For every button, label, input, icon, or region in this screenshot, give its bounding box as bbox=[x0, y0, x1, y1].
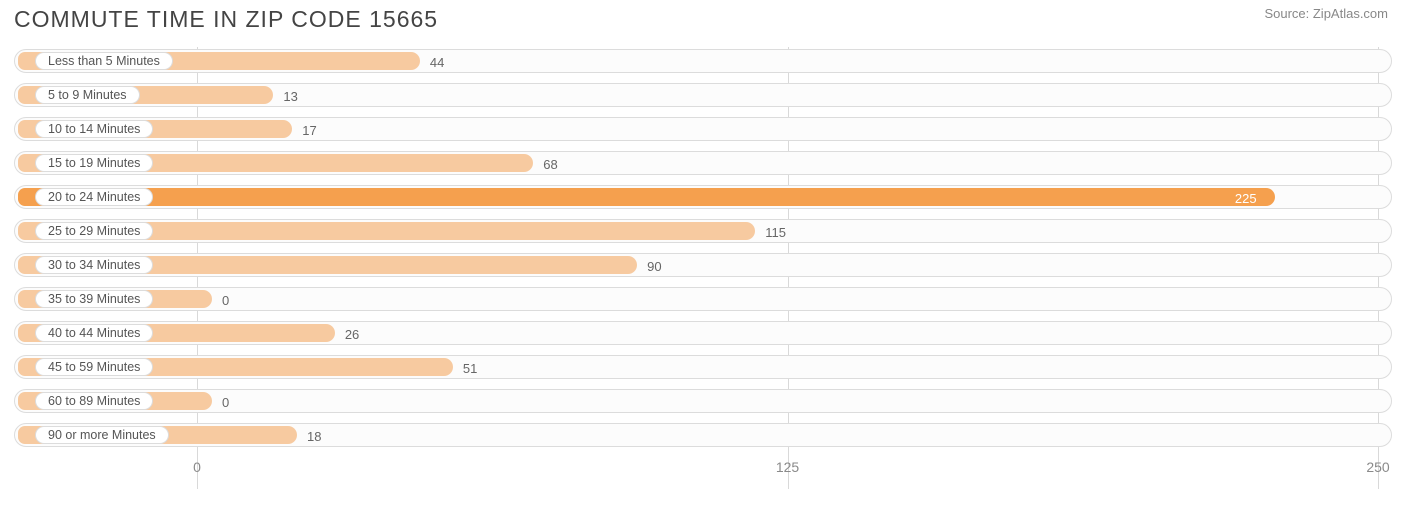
bar-value-label: 13 bbox=[283, 84, 297, 108]
bar-label-pill: 20 to 24 Minutes bbox=[35, 188, 153, 206]
bar-tab bbox=[18, 154, 32, 172]
bar-track: 20 to 24 Minutes 225 bbox=[14, 185, 1392, 209]
bar-tab bbox=[18, 358, 32, 376]
bar-label-pill: 30 to 34 Minutes bbox=[35, 256, 153, 274]
bar-tab bbox=[18, 324, 32, 342]
bar-row: 90 or more Minutes 18 bbox=[14, 421, 1392, 449]
bar-label-pill: 25 to 29 Minutes bbox=[35, 222, 153, 240]
bar-label-pill: 90 or more Minutes bbox=[35, 426, 169, 444]
bar-value-label: 0 bbox=[222, 288, 229, 312]
bar-label-pill: 45 to 59 Minutes bbox=[35, 358, 153, 376]
bar-tab bbox=[18, 392, 32, 410]
bar-track: 30 to 34 Minutes 90 bbox=[14, 253, 1392, 277]
axis-tick: 250 bbox=[1366, 459, 1389, 475]
commute-time-chart: COMMUTE TIME IN ZIP CODE 15665 Source: Z… bbox=[0, 0, 1406, 523]
bar-track: 40 to 44 Minutes 26 bbox=[14, 321, 1392, 345]
chart-title: COMMUTE TIME IN ZIP CODE 15665 bbox=[14, 6, 438, 33]
bar-track: 5 to 9 Minutes 13 bbox=[14, 83, 1392, 107]
bar-track: 10 to 14 Minutes 17 bbox=[14, 117, 1392, 141]
bar-value-label: 44 bbox=[430, 50, 444, 74]
bar-row: 20 to 24 Minutes 225 bbox=[14, 183, 1392, 211]
bar-value-label: 51 bbox=[463, 356, 477, 380]
bar-tab bbox=[18, 256, 32, 274]
bar-row: 40 to 44 Minutes 26 bbox=[14, 319, 1392, 347]
bar-label-pill: Less than 5 Minutes bbox=[35, 52, 173, 70]
bar-track: 25 to 29 Minutes 115 bbox=[14, 219, 1392, 243]
bar-value-label: 17 bbox=[302, 118, 316, 142]
bar-label-pill: 5 to 9 Minutes bbox=[35, 86, 140, 104]
bar-row: 45 to 59 Minutes 51 bbox=[14, 353, 1392, 381]
bar-track: 15 to 19 Minutes 68 bbox=[14, 151, 1392, 175]
bar-row: 30 to 34 Minutes 90 bbox=[14, 251, 1392, 279]
bar-track: 45 to 59 Minutes 51 bbox=[14, 355, 1392, 379]
bar-value-label: 0 bbox=[222, 390, 229, 414]
bar-fill bbox=[18, 188, 1275, 206]
bar-value-label: 115 bbox=[765, 220, 786, 244]
bar-tab bbox=[18, 188, 32, 206]
bar-label-pill: 60 to 89 Minutes bbox=[35, 392, 153, 410]
bar-value-label: 26 bbox=[345, 322, 359, 346]
axis-tick: 0 bbox=[193, 459, 201, 475]
bar-tab bbox=[18, 222, 32, 240]
bar-tab bbox=[18, 52, 32, 70]
bar-value-label: 90 bbox=[647, 254, 661, 278]
x-axis: 0 125 250 bbox=[0, 455, 1406, 477]
bar-row: Less than 5 Minutes 44 bbox=[14, 47, 1392, 75]
bar-label-pill: 10 to 14 Minutes bbox=[35, 120, 153, 138]
bar-row: 5 to 9 Minutes 13 bbox=[14, 81, 1392, 109]
bar-tab bbox=[18, 290, 32, 308]
chart-source: Source: ZipAtlas.com bbox=[1264, 6, 1388, 21]
bar-row: 60 to 89 Minutes 0 bbox=[14, 387, 1392, 415]
axis-tick: 125 bbox=[776, 459, 799, 475]
source-link[interactable]: ZipAtlas.com bbox=[1313, 6, 1388, 21]
bar-tab bbox=[18, 120, 32, 138]
bar-label-pill: 35 to 39 Minutes bbox=[35, 290, 153, 308]
bar-row: 25 to 29 Minutes 115 bbox=[14, 217, 1392, 245]
bar-row: 10 to 14 Minutes 17 bbox=[14, 115, 1392, 143]
bar-label-pill: 15 to 19 Minutes bbox=[35, 154, 153, 172]
bar-track: 90 or more Minutes 18 bbox=[14, 423, 1392, 447]
bar-row: 35 to 39 Minutes 0 bbox=[14, 285, 1392, 313]
bar-track: Less than 5 Minutes 44 bbox=[14, 49, 1392, 73]
bar-label-pill: 40 to 44 Minutes bbox=[35, 324, 153, 342]
bar-row: 15 to 19 Minutes 68 bbox=[14, 149, 1392, 177]
bar-tab bbox=[18, 86, 32, 104]
bar-value-label: 225 bbox=[1235, 186, 1257, 210]
bar-tab bbox=[18, 426, 32, 444]
bar-track: 60 to 89 Minutes 0 bbox=[14, 389, 1392, 413]
bar-track: 35 to 39 Minutes 0 bbox=[14, 287, 1392, 311]
bar-value-label: 18 bbox=[307, 424, 321, 448]
bars-area: Less than 5 Minutes 44 5 to 9 Minutes 13 10 … bbox=[0, 47, 1406, 449]
bar-value-label: 68 bbox=[543, 152, 557, 176]
